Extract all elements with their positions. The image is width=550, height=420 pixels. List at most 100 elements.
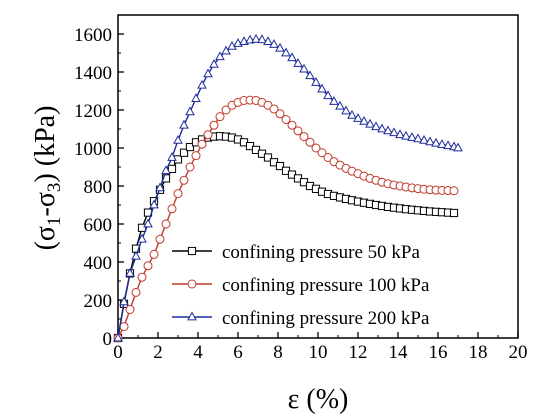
series-3-point	[437, 139, 447, 148]
y-title-part3: ) (kPa)	[30, 106, 61, 183]
series-3-point	[377, 123, 387, 133]
series-3-point	[389, 127, 399, 137]
series-2-point	[299, 132, 309, 142]
y-tick-label-1200: 1200	[74, 101, 112, 122]
series-3-point	[359, 115, 369, 125]
series-3-point	[425, 136, 435, 146]
series-2-point	[143, 261, 153, 271]
x-tick-label-18: 18	[469, 342, 488, 363]
series-3-point	[419, 134, 429, 144]
series-3-point	[293, 58, 303, 67]
series-3-point	[257, 34, 267, 44]
series-3-point	[143, 218, 153, 228]
series-3-point	[323, 90, 333, 100]
series-3-point	[137, 233, 147, 243]
series-2-point	[323, 153, 333, 162]
y-tick-label-1600: 1600	[74, 25, 112, 46]
x-tick-label-4: 4	[193, 342, 203, 363]
series-3-point	[161, 165, 171, 175]
series-3-point	[167, 152, 177, 161]
series-1-point	[185, 142, 195, 152]
y-title-sub2: 3	[44, 183, 65, 193]
series-2-point	[131, 287, 141, 297]
series-3-point	[245, 34, 255, 44]
series-3-point	[347, 109, 357, 119]
series-1-point	[263, 153, 273, 162]
series-3-point	[353, 113, 363, 122]
series-3-point	[371, 121, 381, 131]
x-tick-label-8: 8	[273, 342, 283, 363]
series-3-point	[281, 47, 291, 57]
y-tick-label-1000: 1000	[74, 139, 112, 160]
series-3-point	[407, 132, 417, 141]
series-3-point	[317, 83, 327, 93]
series-2-point	[185, 162, 195, 172]
legend-marker-2	[187, 279, 197, 289]
series-3-point	[179, 119, 189, 129]
series-2-point	[161, 219, 171, 229]
series-3-point	[401, 130, 411, 140]
legend-label-2: confining pressure 100 kPa	[222, 275, 430, 296]
x-tick-label-6: 6	[233, 342, 243, 363]
series-3-point	[365, 118, 375, 128]
series-3-point	[131, 250, 141, 260]
series-3-point	[221, 45, 231, 55]
series-2-point	[293, 126, 303, 136]
series-3-point	[341, 105, 351, 115]
series-3-point	[251, 33, 261, 43]
x-tick-label-0: 0	[113, 342, 123, 363]
y-tick-label-1400: 1400	[74, 63, 112, 84]
series-3-point	[113, 332, 123, 342]
y-title-part1: (σ	[30, 226, 61, 250]
series-3	[113, 33, 463, 342]
series-2	[113, 95, 459, 343]
series-1-point	[275, 161, 285, 171]
series-3-point	[209, 58, 219, 68]
series-3-point	[431, 137, 441, 147]
series-3-point	[305, 70, 315, 80]
series-2-point	[287, 120, 297, 130]
series-2-point	[167, 204, 177, 214]
y-tick-label-400: 400	[84, 253, 113, 274]
series-2-point	[119, 322, 129, 332]
series-3-point	[155, 182, 165, 192]
series-2-point	[209, 120, 219, 130]
x-tick-label-16: 16	[429, 342, 448, 363]
series-3-point	[125, 267, 135, 277]
y-tick-label-0: 0	[103, 329, 113, 350]
series-2-point	[311, 143, 321, 153]
legend: confining pressure 50 kPa confining press…	[172, 242, 430, 329]
series-2-point	[155, 234, 165, 244]
series-1-point	[449, 208, 459, 218]
y-title-sub1: 1	[44, 216, 65, 226]
series-2-point	[275, 109, 285, 119]
series-3-point	[149, 199, 159, 209]
series-2-point	[125, 305, 135, 314]
series-2-point	[221, 105, 231, 115]
y-axis-title: (σ1-σ3) (kPa)	[30, 106, 65, 251]
series-2-point	[179, 175, 189, 185]
y-tick-label-200: 200	[84, 291, 113, 312]
axes: 0 2 4 6 8 10 12 14 16 18 2002004006008001000120014…	[74, 25, 528, 363]
legend-marker-1	[187, 246, 197, 256]
series-3-point	[215, 51, 225, 61]
series-2-point	[281, 115, 291, 124]
series-3-point	[443, 140, 453, 150]
series-3-point	[197, 79, 207, 89]
series-2-point	[173, 189, 183, 199]
series-2-point	[317, 148, 327, 158]
series-3-point	[263, 36, 273, 45]
series-3-point	[269, 39, 279, 48]
series-1-point	[161, 174, 171, 183]
legend-label-3: confining pressure 200 kPa	[222, 308, 430, 329]
series-3-point	[453, 142, 463, 152]
legend-marker-3	[187, 311, 197, 321]
series-3-point	[203, 68, 213, 78]
y-tick-label-600: 600	[84, 215, 113, 236]
series-3-point	[287, 52, 297, 62]
y-title-part2: -σ	[30, 192, 61, 216]
series-3-point	[395, 129, 405, 139]
series-2-point	[215, 112, 225, 122]
x-tick-label-2: 2	[153, 342, 163, 363]
